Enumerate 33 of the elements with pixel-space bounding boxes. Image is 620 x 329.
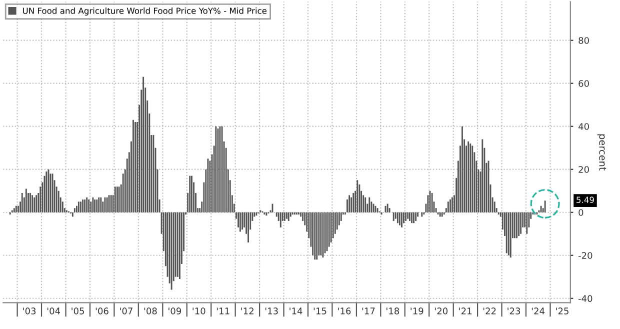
- y-tick-label: 0: [578, 209, 584, 216]
- x-tick-label: '07: [120, 308, 132, 314]
- x-tick-label: '05: [72, 308, 84, 314]
- x-tick-label: '24: [532, 308, 545, 314]
- y-tick-label: 60: [578, 80, 589, 87]
- x-tick-label: '21: [459, 308, 472, 314]
- y-tick-label: -40: [578, 295, 592, 302]
- x-tick-label: '22: [483, 308, 496, 314]
- x-tick-label: '09: [168, 308, 182, 314]
- x-tick-label: '15: [314, 308, 326, 314]
- x-tick-label: '13: [265, 308, 278, 314]
- x-tick-label: '19: [410, 308, 424, 314]
- x-tick-label: '04: [47, 308, 60, 314]
- y-axis-title: percent: [597, 134, 606, 171]
- x-tick-label: '17: [362, 308, 375, 314]
- x-tick-label: '11: [216, 308, 230, 314]
- x-tick-label: '08: [144, 308, 157, 314]
- x-tick-label: '20: [435, 308, 448, 314]
- x-tick-label: '06: [96, 308, 108, 314]
- y-tick-label: 40: [578, 123, 589, 130]
- x-tick-label: '14: [290, 308, 302, 314]
- x-tick-label: '23: [508, 308, 520, 314]
- y-tick-label: -20: [578, 252, 592, 259]
- y-tick-label: 80: [578, 37, 589, 44]
- text: 5.49: [576, 196, 594, 203]
- y-tick-label: 20: [578, 166, 589, 173]
- x-tick-label: '18: [386, 308, 400, 314]
- x-tick-label: '25: [556, 308, 568, 314]
- x-tick-label: '12: [241, 308, 254, 314]
- x-tick-label: '10: [192, 308, 206, 314]
- x-tick-label: '16: [338, 308, 351, 314]
- legend-label: UN Food and Agriculture World Food Price YoY% - Mid Price: [22, 7, 267, 16]
- x-tick-label: '03: [23, 308, 36, 314]
